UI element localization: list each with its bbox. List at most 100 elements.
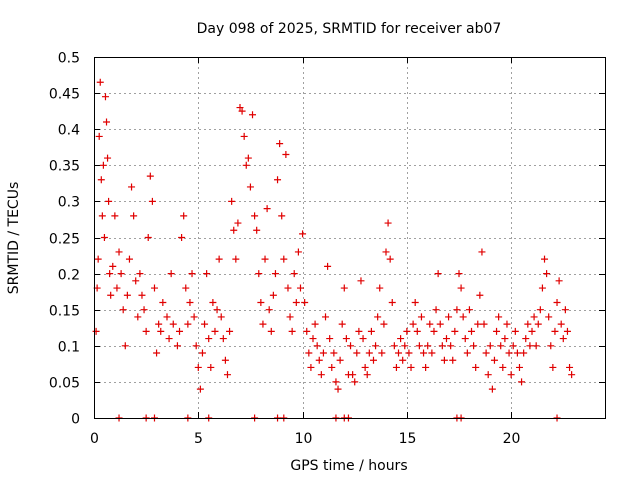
data-point	[223, 371, 231, 379]
data-point	[420, 349, 428, 357]
data-point	[438, 342, 446, 350]
data-point	[480, 320, 488, 328]
data-point	[490, 356, 498, 364]
data-point	[551, 327, 559, 335]
data-point	[242, 161, 250, 169]
data-point	[328, 363, 336, 371]
data-point	[451, 327, 459, 335]
data-point	[190, 313, 198, 321]
data-point	[509, 342, 517, 350]
y-tick-label: 0.15	[49, 304, 80, 320]
data-point	[96, 78, 104, 86]
data-point	[497, 342, 505, 350]
data-point	[526, 342, 534, 350]
data-point	[292, 298, 300, 306]
data-point	[543, 270, 551, 278]
data-point	[128, 183, 136, 191]
data-point	[236, 104, 244, 112]
data-point	[545, 313, 553, 321]
data-point	[520, 349, 528, 357]
data-point	[372, 342, 380, 350]
data-point	[282, 150, 290, 158]
data-point	[257, 298, 265, 306]
data-point	[305, 349, 313, 357]
data-point	[403, 327, 411, 335]
data-point	[244, 154, 252, 162]
data-point	[326, 335, 334, 343]
data-point	[240, 132, 248, 140]
data-point	[409, 320, 417, 328]
data-point	[549, 363, 557, 371]
data-point	[144, 234, 152, 241]
data-point	[163, 313, 171, 321]
data-point	[271, 270, 279, 278]
data-point	[449, 356, 457, 364]
data-point	[541, 255, 549, 263]
data-point	[105, 197, 113, 205]
y-tick-label: 0.1	[58, 340, 80, 356]
data-point	[424, 342, 432, 350]
data-point	[417, 313, 425, 321]
data-point	[255, 270, 263, 278]
data-point	[436, 320, 444, 328]
y-axis-ticks: 0 0.05 0.1 0.15 0.2 0.25 0.3 0.35 0.4 0.45 0.5	[49, 51, 605, 428]
data-point	[322, 313, 330, 321]
data-point	[106, 270, 114, 278]
data-point	[157, 327, 165, 335]
data-point	[349, 371, 357, 379]
data-point	[447, 342, 455, 350]
data-point	[213, 306, 221, 314]
y-tick-label: 0.45	[49, 87, 80, 103]
data-point	[249, 111, 257, 119]
data-point	[411, 298, 419, 306]
data-point	[101, 93, 109, 101]
y-tick-label: 0.3	[58, 195, 80, 211]
data-point	[180, 212, 188, 220]
data-point	[228, 197, 236, 205]
data-point	[353, 349, 361, 357]
data-point	[100, 234, 108, 241]
data-point	[397, 335, 405, 343]
data-point	[359, 335, 367, 343]
data-point	[221, 356, 229, 364]
data-point	[267, 327, 275, 335]
data-point	[109, 262, 117, 270]
data-point	[493, 327, 501, 335]
data-point	[399, 356, 407, 364]
y-tick-label: 0.5	[58, 51, 80, 67]
data-point	[142, 327, 150, 335]
data-point	[188, 270, 196, 278]
data-point	[117, 270, 125, 278]
data-point	[115, 248, 123, 256]
data-point	[167, 270, 175, 278]
data-point	[169, 320, 177, 328]
y-tick-label: 0.25	[49, 232, 80, 248]
data-point	[301, 298, 309, 306]
data-point	[290, 270, 298, 278]
data-point	[340, 284, 348, 292]
data-point	[184, 320, 192, 328]
x-tick-label: 10	[295, 431, 313, 447]
data-point	[442, 335, 450, 343]
data-point	[563, 327, 571, 335]
data-point	[173, 342, 181, 350]
data-point	[334, 385, 342, 393]
data-point	[378, 349, 386, 357]
data-point	[132, 277, 140, 285]
data-point	[374, 313, 382, 321]
data-point	[355, 327, 363, 335]
data-point	[176, 327, 184, 335]
data-point	[269, 291, 277, 299]
data-point	[192, 342, 200, 350]
y-axis-label: SRMTID / TECUs	[6, 182, 22, 295]
data-point	[507, 371, 515, 379]
data-point	[505, 349, 513, 357]
data-point	[384, 219, 392, 227]
data-point	[103, 118, 111, 126]
data-point	[534, 320, 542, 328]
data-point	[415, 342, 423, 350]
data-point	[196, 385, 204, 393]
data-point	[351, 378, 359, 386]
scatter-points	[92, 78, 576, 422]
